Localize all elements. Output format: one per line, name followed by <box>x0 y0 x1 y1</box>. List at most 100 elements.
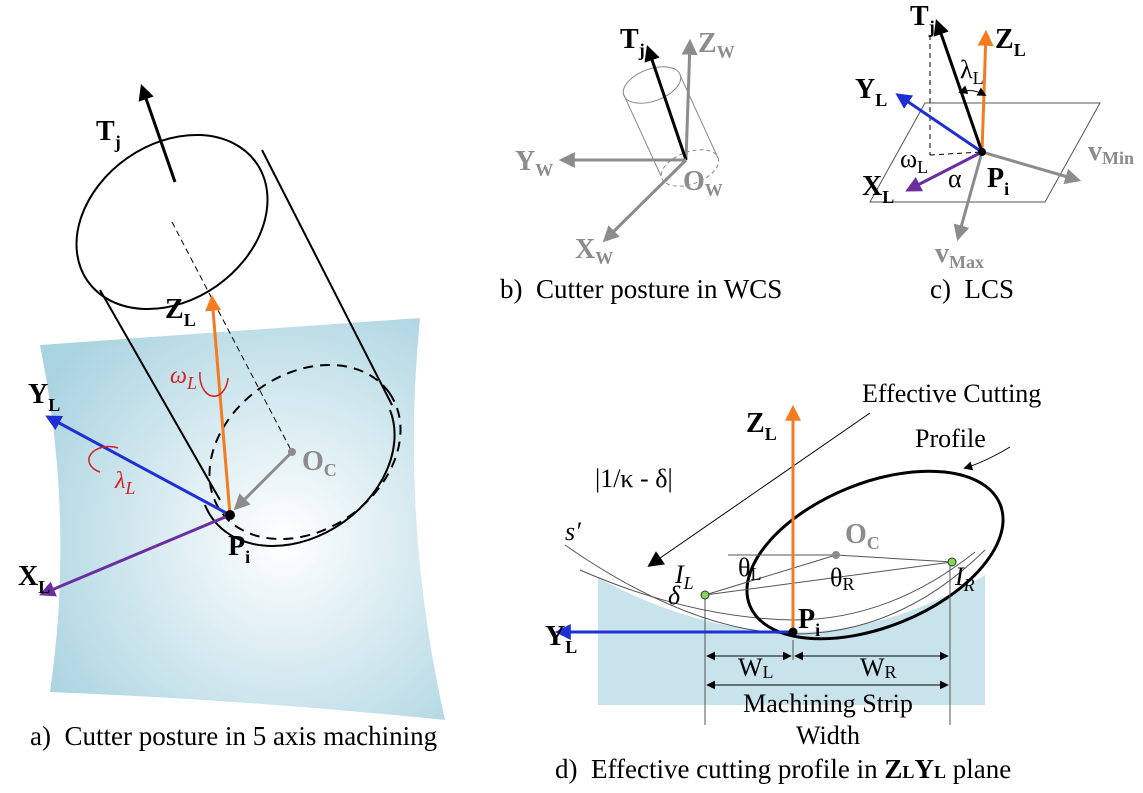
label-part: L <box>763 662 774 682</box>
label-part: i <box>245 547 250 567</box>
label-part: Y <box>28 379 48 410</box>
tool-axis-arrow <box>142 87 175 182</box>
label-part: P <box>987 163 1004 194</box>
angle-arc <box>960 91 985 95</box>
label-part: L <box>750 564 761 584</box>
label: Pi <box>987 163 1009 199</box>
label-part: L <box>875 90 887 110</box>
figure: Tj ZL YL XL OC Pi ωL λL a) Cutter postur… <box>0 0 1143 793</box>
surface <box>40 318 445 720</box>
label-part: X <box>18 561 38 592</box>
caption: d) Effective cutting profile in ZLYL pla… <box>555 754 1011 784</box>
label: OC <box>845 519 880 553</box>
label: YL <box>545 621 577 657</box>
label-part: W <box>535 160 553 180</box>
label-part: L <box>1014 40 1026 60</box>
label-part: L <box>184 310 196 330</box>
panel-c: Tj ZL YL XL Pi λL ωL α vMin vMax c) LCS <box>855 1 1134 304</box>
label-part: L <box>565 637 577 657</box>
caption: b) Cutter posture in WCS <box>500 274 782 304</box>
label: θR <box>830 563 854 594</box>
label-part: j <box>114 132 121 152</box>
label-part: j <box>638 40 645 60</box>
label: ωL <box>900 144 928 177</box>
center-dot <box>288 448 296 456</box>
label: ZW <box>698 28 735 62</box>
label: |1/κ - δ| <box>595 464 673 493</box>
label-part: Y <box>515 146 535 177</box>
label-part: Y <box>545 621 565 652</box>
label-part: v <box>935 238 949 269</box>
tool-axis-arrow <box>648 48 686 160</box>
label-part: i <box>1004 179 1009 199</box>
label-part: Z <box>884 754 902 784</box>
label-part: P <box>798 604 815 635</box>
label-part: O <box>683 166 705 197</box>
label-part: λ <box>114 468 125 494</box>
label-part: θ <box>738 553 750 582</box>
caption: a) Cutter posture in 5 axis machining <box>30 721 437 751</box>
x-arrow <box>605 160 686 240</box>
label: OW <box>683 166 723 200</box>
label: IR <box>954 562 975 595</box>
label-part: Y <box>855 74 875 105</box>
label: Tj <box>910 1 935 37</box>
label: Tj <box>620 24 645 60</box>
left-point <box>701 591 709 599</box>
label-part: j <box>928 17 935 37</box>
label: Profile <box>915 424 986 453</box>
label-part: L <box>882 187 894 207</box>
label-part: Z <box>698 28 717 59</box>
shape <box>705 555 836 595</box>
label-part: L <box>38 577 50 597</box>
label-part: W <box>595 248 613 268</box>
label-part: L <box>973 68 984 88</box>
label-part: plane <box>946 754 1011 784</box>
label-part: O <box>302 446 324 477</box>
label-part: W <box>738 653 763 682</box>
panel-b: Tj ZW YW XW OW b) Cutter posture in WCS <box>500 24 782 304</box>
panel-a: Tj ZL YL XL OC Pi ωL λL a) Cutter postur… <box>18 87 445 751</box>
label: Pi <box>798 604 820 640</box>
label-part: d) Effective cutting profile in <box>555 754 884 784</box>
label-part: O <box>845 519 867 550</box>
label-part: X <box>862 171 882 202</box>
label-part: W <box>860 653 885 682</box>
label: Tj <box>96 116 121 152</box>
label-part: P <box>228 531 245 562</box>
panel-d: ZL YL Pi OC Effective Cutting Profile |1… <box>545 379 1041 784</box>
label: s′ <box>565 517 581 546</box>
label: ZL <box>746 408 777 444</box>
center-dot <box>832 551 840 559</box>
label-part: λ <box>960 55 973 84</box>
label-part: ω <box>170 363 187 389</box>
label: YL <box>855 74 887 110</box>
label-part: R <box>963 575 975 595</box>
label-part: L <box>124 478 135 498</box>
label-part: θ <box>830 563 842 592</box>
label-part: R <box>842 574 854 594</box>
label: Effective Cutting <box>862 379 1041 408</box>
label-part: v <box>1088 136 1102 167</box>
label: XL <box>18 561 50 597</box>
label-part: L <box>765 424 777 444</box>
label-part: L <box>48 395 60 415</box>
label-part: T <box>910 1 929 32</box>
label-part: Z <box>746 408 765 439</box>
label-part: Z <box>995 24 1014 55</box>
label: XL <box>862 171 894 207</box>
label-part: i <box>815 620 820 640</box>
label: ZL <box>995 24 1026 60</box>
caption: c) LCS <box>930 274 1014 304</box>
label-part: ω <box>900 144 917 173</box>
label-part: L <box>934 762 946 782</box>
label-part: T <box>96 116 115 147</box>
label-part: T <box>620 24 639 55</box>
label-part: Z <box>165 294 184 325</box>
label-part: L <box>186 373 197 393</box>
label-part: Y <box>914 754 934 784</box>
shape <box>623 93 661 176</box>
label: YW <box>515 146 553 180</box>
label-part: C <box>324 460 337 480</box>
label: vMin <box>1088 136 1134 168</box>
